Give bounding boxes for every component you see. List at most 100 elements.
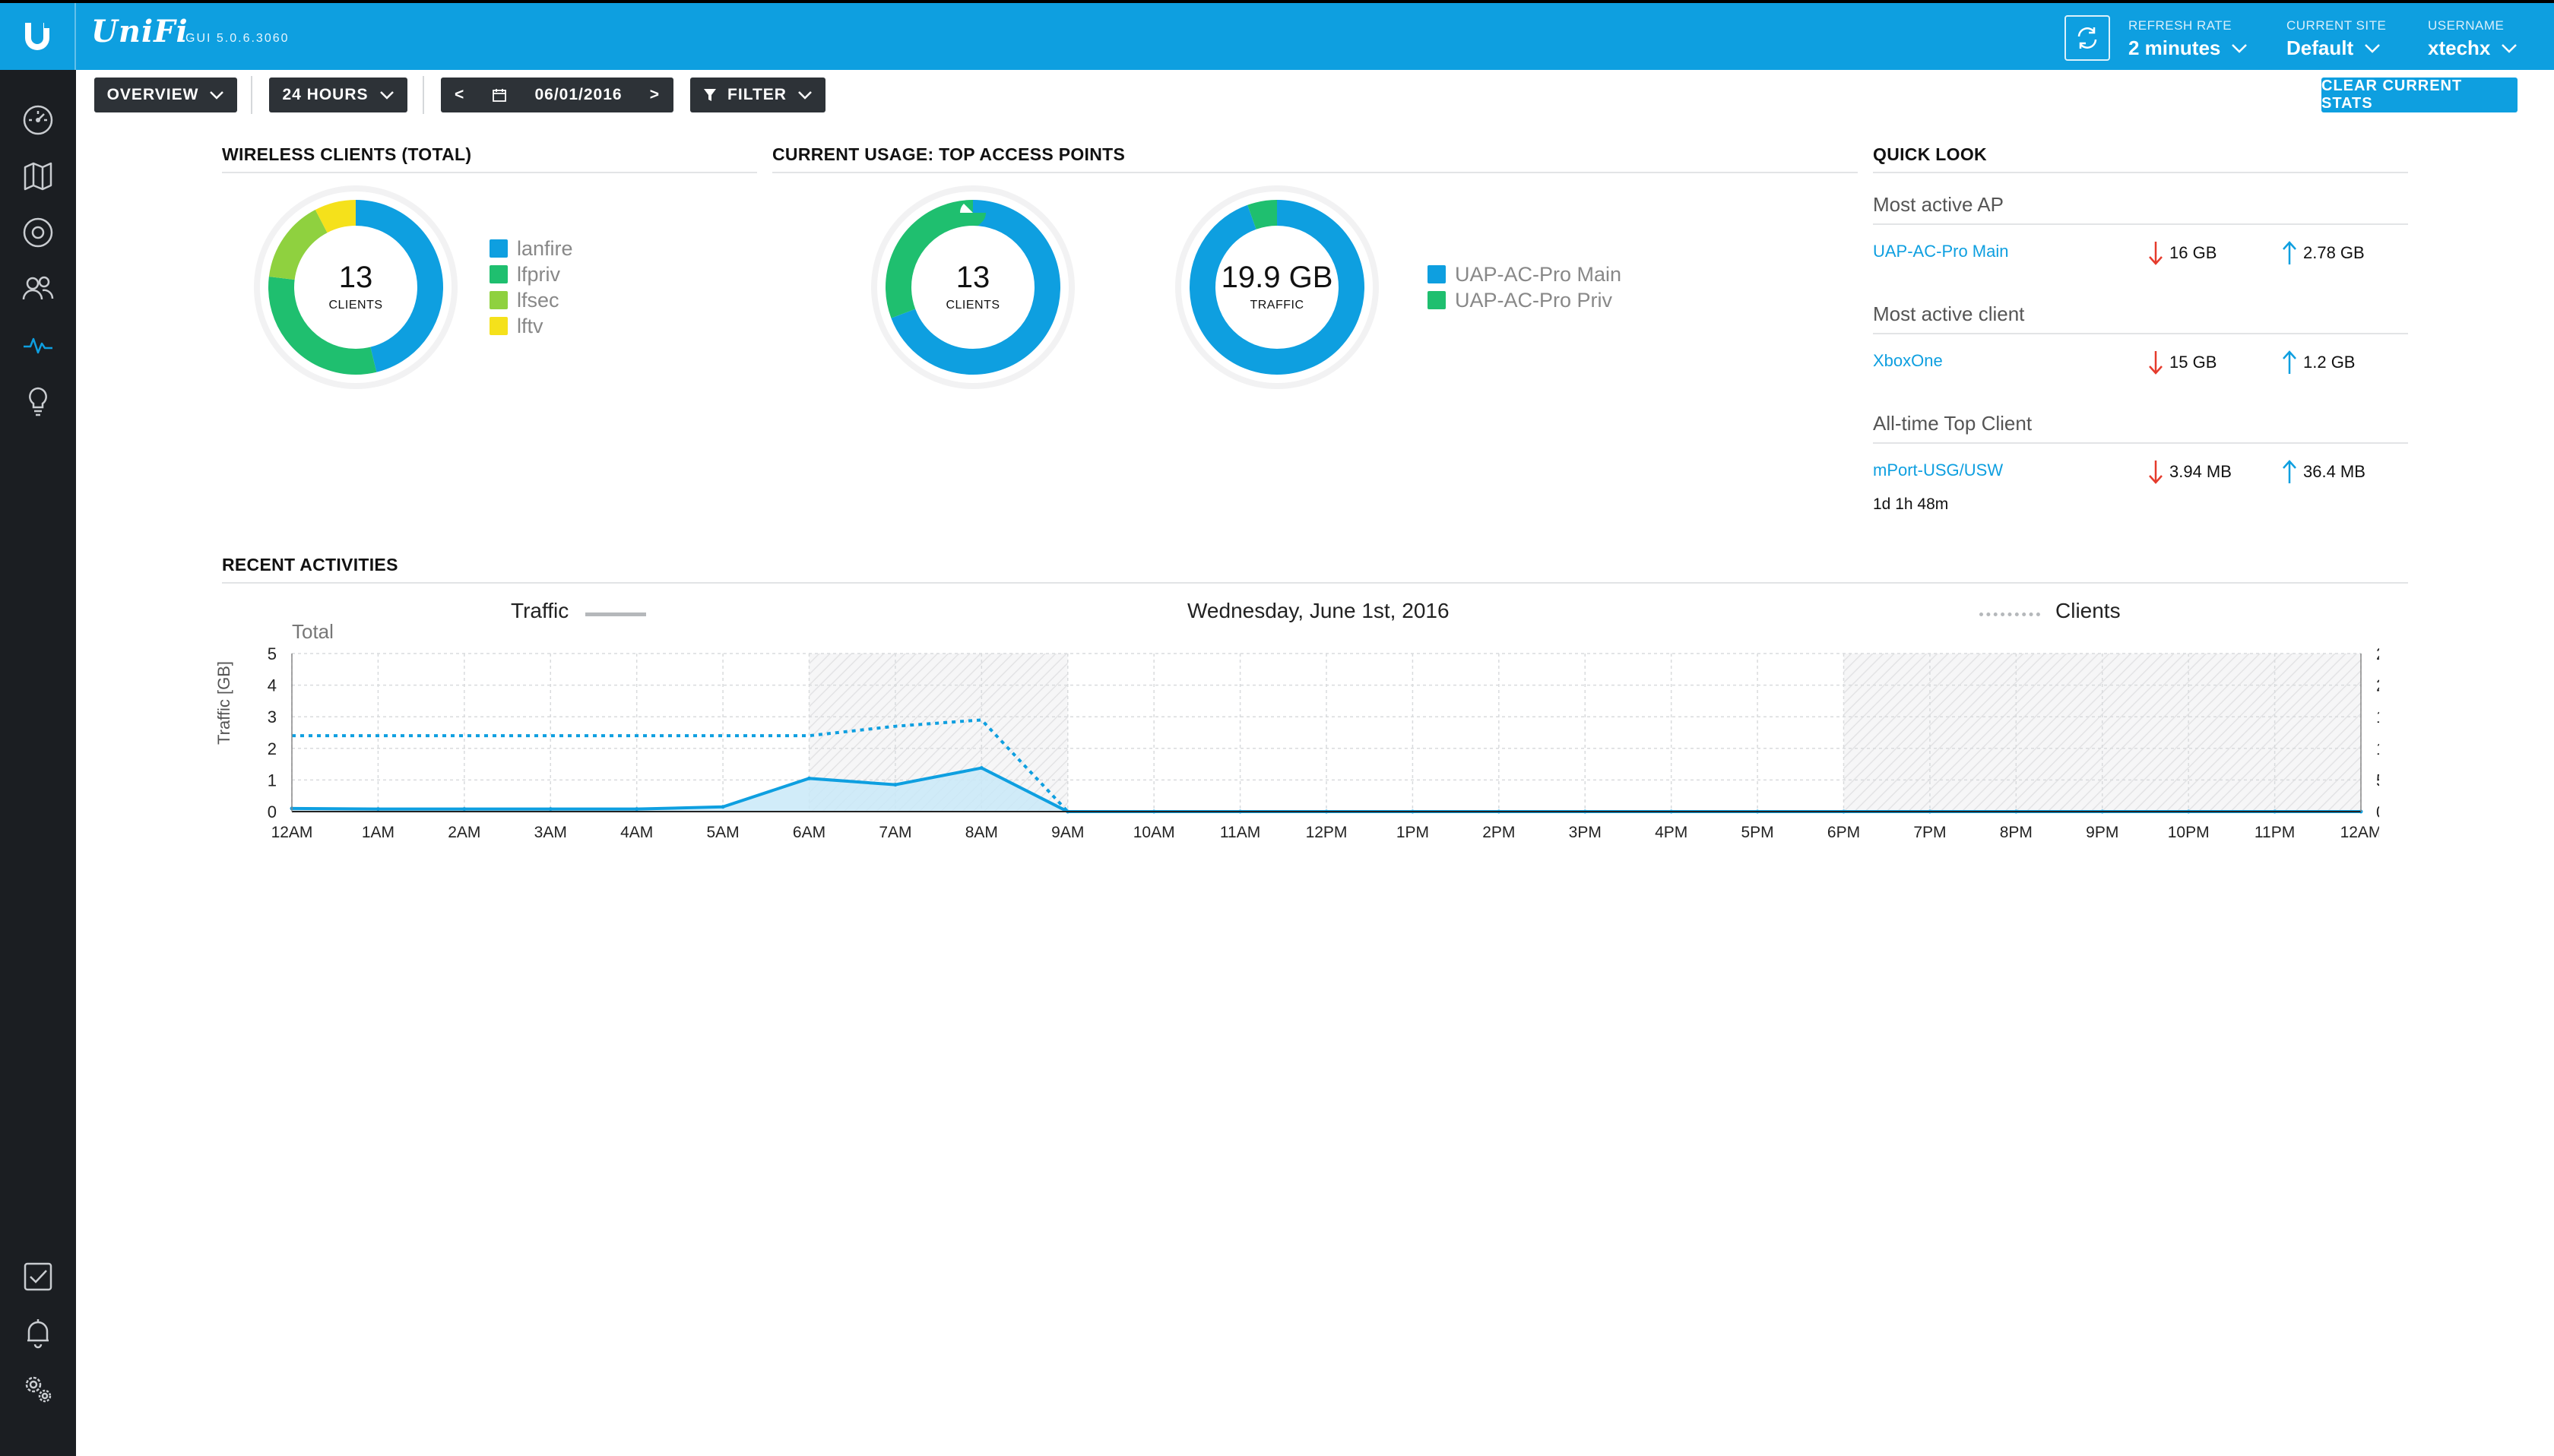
sidebar-item-dashboard[interactable] [18,100,58,140]
traffic-point[interactable] [721,805,725,809]
sidebar-item-events[interactable] [18,1257,58,1296]
sidebar-item-map[interactable] [18,157,58,196]
filter-dropdown[interactable]: FILTER [690,78,825,112]
refresh-rate-selector[interactable]: REFRESH RATE 2 minutes [2128,18,2248,60]
y-tick-right: 5 [2376,771,2379,790]
site-selector[interactable]: CURRENT SITE Default [2286,18,2386,60]
legend-swatch [490,265,508,283]
gui-version: GUI 5.0.6.3060 [185,32,290,45]
ubiquiti-u-icon [25,23,49,50]
legend-item[interactable]: lanfire [490,236,573,261]
section-divider [772,172,1858,173]
date-picker[interactable]: < 06/01/2016 > [441,78,673,112]
traffic-point[interactable] [893,783,898,787]
next-date-button[interactable]: > [649,86,660,103]
legend-label: UAP-AC-Pro Priv [1455,288,1613,312]
sidebar-item-devices[interactable] [18,213,58,252]
legend-item[interactable]: lfpriv [490,261,573,287]
toolbar-divider [251,76,252,114]
donut-segment-lfpriv[interactable] [268,200,443,375]
legend-swatch [1428,291,1446,309]
traffic-chart-svg: 0 1 2 3 4 5 0 5 10 15 20 25 12AM 1AM 2AM 3AM 4AM 5AM 6AM 7A… [268,644,2395,841]
refresh-button[interactable] [2064,15,2110,61]
legend-item[interactable]: UAP-AC-Pro Main [1428,261,1621,287]
most-active-client-label: Most active client [1873,302,2025,325]
legend-item[interactable]: lftv [490,313,573,339]
x-tick-label: 9AM [1051,824,1084,841]
x-tick-label: 4PM [1655,824,1687,841]
legend-item[interactable]: UAP-AC-Pro Priv [1428,287,1621,313]
user-menu[interactable]: USERNAME xtechx [2428,18,2518,60]
arrow-down-icon [2149,242,2163,265]
traffic-point[interactable] [375,807,380,812]
traffic-point[interactable] [635,807,639,812]
x-tick-label: 8PM [2000,824,2033,841]
recent-activities-chart[interactable]: 0 1 2 3 4 5 0 5 10 15 20 25 12AM 1AM 2AM 3AM 4AM 5AM 6AM 7A… [220,585,2395,851]
most-active-client-download: 15 GB [2148,350,2217,375]
site-value: Default [2286,36,2354,59]
top-client-download: 3.94 MB [2148,459,2232,485]
most-active-client-link[interactable]: XboxOne [1873,351,1943,370]
top-header: UniFi GUI 5.0.6.3060 REFRESH RATE 2 minu… [0,0,2554,70]
donut-segment-lftv[interactable] [268,200,443,375]
site-label: CURRENT SITE [2286,18,2387,33]
upload-value: 2.78 GB [2303,243,2365,262]
chevron-down-icon [2502,43,2518,53]
donut-segment-uap-ac-pro-priv[interactable] [1190,200,1364,375]
sidebar-item-insights[interactable] [18,381,58,421]
x-tick-label: 2AM [448,824,480,841]
prev-date-button[interactable]: < [455,86,465,103]
ap-traffic-donut-chart [1175,185,1379,389]
traffic-point[interactable] [807,776,811,780]
legend-label: lftv [517,314,543,337]
x-tick-label: 10AM [1133,824,1175,841]
chevron-down-icon [210,91,224,100]
clear-current-stats-button[interactable]: CLEAR CURRENT STATS [2321,78,2518,112]
most-active-ap-download: 16 GB [2148,240,2217,266]
x-tick-label: 12AM [271,824,313,841]
section-divider [1873,333,2408,334]
wireless-clients-donut[interactable]: 13 CLIENTS [251,182,461,392]
traffic-point[interactable] [462,807,467,812]
x-tick-label: 7AM [879,824,911,841]
sidebar-item-settings[interactable] [18,1369,58,1409]
y-tick-right: 25 [2376,644,2379,663]
traffic-point[interactable] [548,807,553,812]
donut-segment-uap-ac-pro-priv[interactable] [886,200,1060,375]
top-client-link[interactable]: mPort-USG/USW [1873,461,2004,480]
overview-dropdown[interactable]: OVERVIEW [94,78,237,112]
x-tick-label: 5AM [706,824,739,841]
y-tick-left: 5 [268,644,277,663]
section-divider [222,172,757,173]
ap-clients-count: 13 [955,261,990,294]
x-tick-label: 10PM [2168,824,2210,841]
ubiquiti-logo[interactable] [0,3,76,70]
wireless-clients-count: 13 [338,261,373,294]
x-tick-label: 7PM [1913,824,1946,841]
traffic-legend-label: Traffic [511,599,569,622]
clients-legend-label: Clients [2055,599,2121,622]
ap-traffic-donut[interactable]: 19.9 GB TRAFFIC [1172,182,1382,392]
legend-item[interactable]: lfsec [490,287,573,313]
x-tick-label: 3PM [1569,824,1602,841]
most-active-ap-link[interactable]: UAP-AC-Pro Main [1873,242,2009,261]
time-range-dropdown[interactable]: 24 HOURS [269,78,407,112]
y-tick-right: 20 [2376,676,2379,695]
traffic-point[interactable] [979,766,984,771]
dashboard-icon [23,105,53,135]
y-tick-right: 10 [2376,739,2379,758]
ap-clients-donut[interactable]: 13 CLIENTS [868,182,1078,392]
sidebar-item-statistics[interactable] [18,325,58,365]
sidebar-item-clients[interactable] [18,269,58,309]
username-label: USERNAME [2428,18,2505,33]
chart-total-label: Total [292,620,334,643]
x-tick-label: 2PM [1482,824,1515,841]
section-divider [1873,223,2408,225]
sidebar-item-alerts[interactable] [18,1313,58,1353]
most-active-client-upload: 1.2 GB [2282,350,2355,375]
devices-icon [23,217,53,248]
x-tick-label: 12PM [1306,824,1348,841]
x-tick-label: 8AM [965,824,998,841]
chevron-down-icon [379,91,394,100]
